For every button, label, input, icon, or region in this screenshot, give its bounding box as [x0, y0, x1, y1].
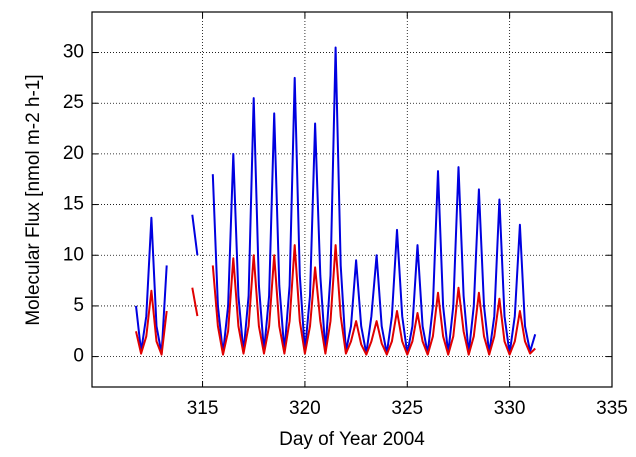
x-tick-label: 315: [187, 398, 219, 419]
y-tick-label: 20: [63, 143, 84, 164]
x-tick-label: 335: [596, 398, 628, 419]
x-axis-label: Day of Year 2004: [279, 429, 425, 450]
y-axis-label: Molecular Flux [nmol m-2 h-1]: [23, 74, 44, 325]
y-tick-label: 25: [63, 92, 84, 113]
plot-frame: [91, 11, 613, 388]
y-tick-label: 10: [63, 244, 84, 265]
y-tick-label: 30: [63, 42, 84, 63]
y-tick-label: 0: [73, 346, 84, 367]
y-tick-label: 5: [73, 295, 84, 316]
x-tick-label: 320: [289, 398, 321, 419]
x-tick-label: 325: [391, 398, 423, 419]
y-tick-label: 15: [63, 194, 84, 215]
x-tick-label: 330: [494, 398, 526, 419]
series-line: [135, 244, 536, 356]
